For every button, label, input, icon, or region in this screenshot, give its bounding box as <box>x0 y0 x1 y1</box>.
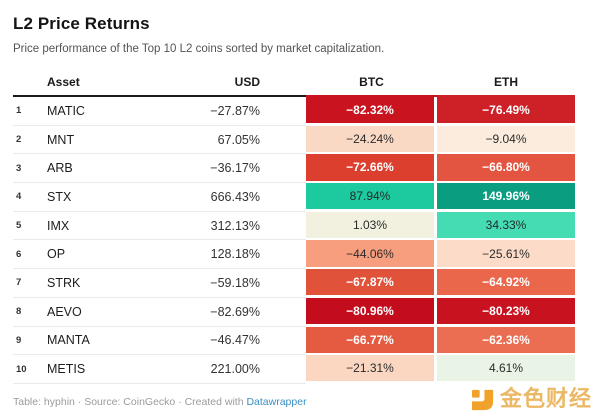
asset-name: MATIC <box>47 97 181 126</box>
asset-name: ARB <box>47 154 181 184</box>
asset-name: MANTA <box>47 327 181 356</box>
rank-cell: 2 <box>13 126 47 155</box>
column-header-eth: ETH <box>437 69 575 97</box>
rank-cell: 9 <box>13 327 47 356</box>
watermark-text: 金色财经 <box>499 386 592 411</box>
eth-heat-cell: −64.92% <box>437 269 575 296</box>
jinse-finance-logo-icon <box>471 387 496 412</box>
table-row: 2 MNT 67.05% −24.24% −9.04% <box>13 125 575 155</box>
table-row: 9 MANTA −46.47% −66.77% −62.36% <box>13 326 575 356</box>
column-header-asset: Asset <box>47 69 181 97</box>
table-row: 4 STX 666.43% 87.94% 149.96% <box>13 183 575 212</box>
usd-value: 128.18% <box>181 240 306 270</box>
page-subtitle: Price performance of the Top 10 L2 coins… <box>13 43 385 55</box>
table-row: 5 IMX 312.13% 1.03% 34.33% <box>13 211 575 241</box>
usd-value: −36.17% <box>181 154 306 184</box>
usd-value: 221.00% <box>181 355 306 384</box>
asset-name: STX <box>47 183 181 212</box>
btc-heat-cell: −21.31% <box>306 355 434 382</box>
asset-name: MNT <box>47 126 181 155</box>
btc-heat-cell: −67.87% <box>306 269 434 296</box>
usd-value: 666.43% <box>181 183 306 212</box>
table-row: 7 STRK −59.18% −67.87% −64.92% <box>13 269 575 298</box>
btc-heat-cell: −80.96% <box>306 297 434 324</box>
usd-value: 67.05% <box>181 126 306 155</box>
eth-heat-cell: 34.33% <box>437 211 575 238</box>
rank-cell: 4 <box>13 183 47 212</box>
datawrapper-link[interactable]: Datawrapper <box>246 396 307 408</box>
btc-heat-cell: −72.66% <box>306 154 434 181</box>
column-header-rank <box>13 69 47 97</box>
table-row: 6 OP 128.18% −44.06% −25.61% <box>13 240 575 270</box>
rank-cell: 8 <box>13 298 47 327</box>
rank-cell: 5 <box>13 212 47 241</box>
table-row: 8 AEVO −82.69% −80.96% −80.23% <box>13 297 575 327</box>
price-returns-table: Asset USD BTC ETH 1 MATIC −27.87% −82.32… <box>13 69 575 384</box>
column-header-usd: USD <box>181 69 306 97</box>
table-header-row: Asset USD BTC ETH <box>13 69 575 97</box>
footer-credit-text: Table: hyphin · Source: CoinGecko · Crea… <box>13 396 247 408</box>
btc-heat-cell: 87.94% <box>306 183 434 210</box>
btc-heat-cell: 1.03% <box>306 211 434 238</box>
eth-heat-cell: −9.04% <box>437 125 575 152</box>
btc-heat-cell: −66.77% <box>306 326 434 353</box>
eth-heat-cell: −80.23% <box>437 297 575 324</box>
price-returns-page: L2 Price Returns Price performance of th… <box>13 14 575 384</box>
usd-value: −46.47% <box>181 327 306 356</box>
asset-name: OP <box>47 240 181 270</box>
usd-value: 312.13% <box>181 212 306 241</box>
footer-credit: Table: hyphin · Source: CoinGecko · Crea… <box>13 396 307 408</box>
page-title: L2 Price Returns <box>13 14 150 33</box>
asset-name: IMX <box>47 212 181 241</box>
table-row: 1 MATIC −27.87% −82.32% −76.49% <box>13 97 575 126</box>
rank-cell: 10 <box>13 355 47 384</box>
usd-value: −27.87% <box>181 97 306 126</box>
eth-heat-cell: −66.80% <box>437 154 575 181</box>
btc-heat-cell: −24.24% <box>306 125 434 152</box>
usd-value: −82.69% <box>181 298 306 327</box>
watermark: 金色财经 <box>471 386 592 412</box>
asset-name: AEVO <box>47 298 181 327</box>
eth-heat-cell: 149.96% <box>437 183 575 210</box>
column-header-btc: BTC <box>306 69 437 97</box>
eth-heat-cell: 4.61% <box>437 355 575 382</box>
usd-value: −59.18% <box>181 269 306 298</box>
btc-heat-cell: −44.06% <box>306 240 434 267</box>
eth-heat-cell: −25.61% <box>437 240 575 267</box>
rank-cell: 6 <box>13 240 47 270</box>
table-row: 3 ARB −36.17% −72.66% −66.80% <box>13 154 575 184</box>
asset-name: METIS <box>47 355 181 384</box>
rank-cell: 7 <box>13 269 47 298</box>
rank-cell: 1 <box>13 97 47 126</box>
eth-heat-cell: −62.36% <box>437 326 575 353</box>
btc-heat-cell: −82.32% <box>306 97 434 124</box>
asset-name: STRK <box>47 269 181 298</box>
eth-heat-cell: −76.49% <box>437 97 575 124</box>
rank-cell: 3 <box>13 154 47 184</box>
table-row: 10 METIS 221.00% −21.31% 4.61% <box>13 355 575 384</box>
